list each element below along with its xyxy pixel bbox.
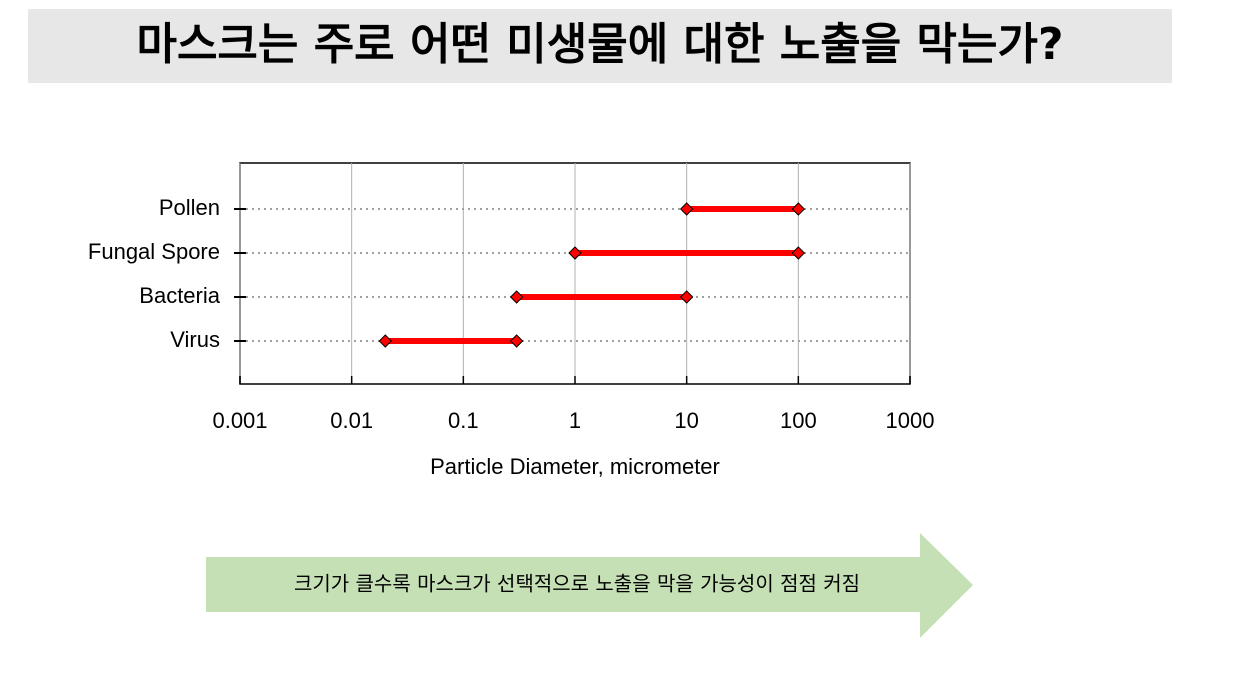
range-marker bbox=[378, 334, 392, 348]
range-marker bbox=[791, 202, 806, 216]
slide-title: 마스크는 주로 어떤 미생물에 대한 노출을 막는가? bbox=[136, 19, 1063, 70]
x-axis-label: Particle Diameter, micrometer bbox=[430, 454, 720, 479]
x-tick-label: 1000 bbox=[886, 408, 935, 433]
y-tick-label: Virus bbox=[170, 327, 220, 352]
y-tick-label: Pollen bbox=[159, 195, 220, 220]
x-tick-label: 10 bbox=[674, 408, 698, 433]
x-tick-label: 100 bbox=[780, 408, 817, 433]
range-marker bbox=[568, 246, 582, 260]
arrow bbox=[206, 533, 973, 638]
range-marker bbox=[679, 290, 694, 304]
range-marker bbox=[509, 334, 524, 348]
y-tick-label: Bacteria bbox=[139, 283, 220, 308]
x-tick-label: 0.001 bbox=[212, 408, 267, 433]
x-tick-label: 0.1 bbox=[448, 408, 479, 433]
x-tick-label: 0.01 bbox=[330, 408, 373, 433]
y-tick-label: Fungal Spore bbox=[88, 239, 220, 264]
range-marker bbox=[791, 246, 806, 260]
range-marker bbox=[679, 202, 694, 216]
callout-text: 크기가 클수록 마스크가 선택적으로 노출을 막을 가능성이 점점 커짐 bbox=[294, 572, 860, 596]
range-marker bbox=[509, 290, 524, 304]
title-bar bbox=[28, 9, 1172, 83]
x-tick-label: 1 bbox=[569, 408, 581, 433]
